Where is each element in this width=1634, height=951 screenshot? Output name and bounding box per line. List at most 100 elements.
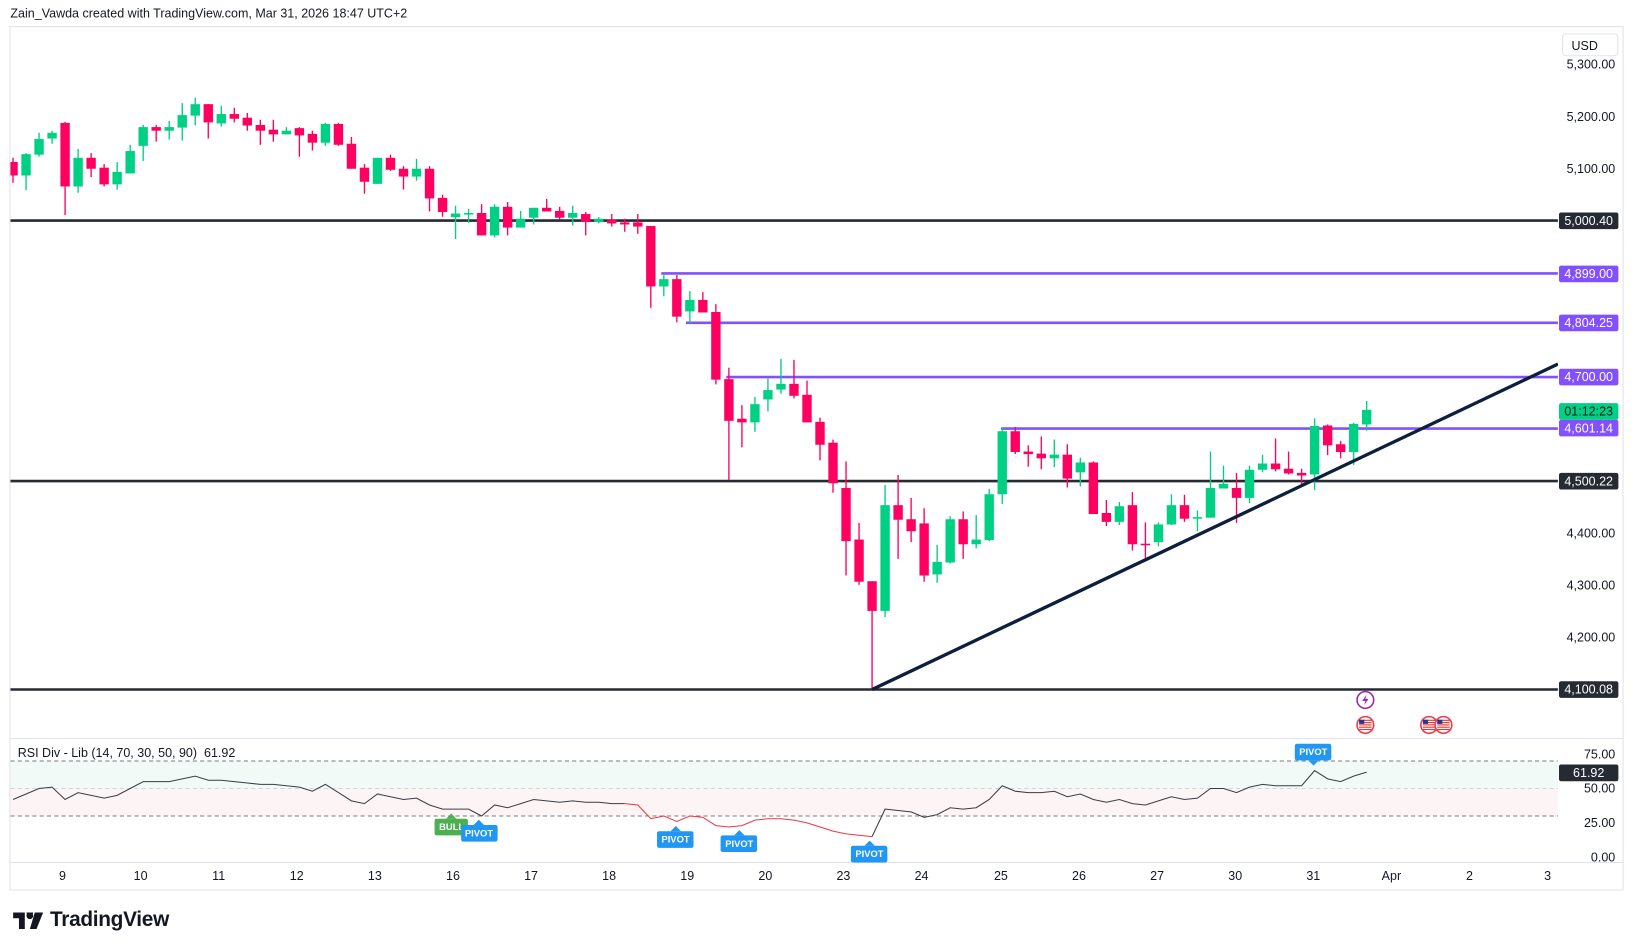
time-label: 30 <box>1228 868 1243 884</box>
us-flag-stripe <box>1437 719 1450 721</box>
candle <box>528 207 539 225</box>
candle <box>203 104 213 139</box>
rsi-legend[interactable]: RSI Div - Lib (14, 70, 30, 50, 90) 61.92 <box>18 746 236 761</box>
currency-button[interactable]: USD <box>1562 33 1619 57</box>
candle-body <box>789 383 799 396</box>
candle <box>398 166 409 190</box>
candle-body <box>1075 462 1086 473</box>
candle-body <box>1127 505 1138 545</box>
bar-countdown: 01:12:23 <box>1558 403 1619 420</box>
candle <box>476 204 487 236</box>
candle <box>1075 457 1086 487</box>
candle <box>320 122 331 146</box>
candle-body <box>880 505 890 611</box>
rsi-line <box>871 769 1367 837</box>
candle-body <box>763 390 773 400</box>
candle-body <box>268 129 279 135</box>
candle-body <box>1309 426 1320 475</box>
candle-body <box>502 206 513 228</box>
candle <box>1296 468 1307 485</box>
time-label: 27 <box>1150 868 1165 884</box>
candle <box>685 291 695 324</box>
candle <box>242 113 253 131</box>
candle <box>776 358 786 394</box>
time-label: 23 <box>836 868 851 884</box>
rsi-title: RSI Div - Lib (14, 70, 30, 50, 90) <box>17 745 198 761</box>
time-label: 26 <box>1072 868 1086 884</box>
time-label: 25 <box>993 868 1008 884</box>
candle-body <box>437 197 448 212</box>
us-flag-canton <box>1359 719 1365 724</box>
candle <box>86 153 96 178</box>
candle <box>1062 444 1072 488</box>
candle-body <box>424 168 435 199</box>
candle-body <box>685 299 695 312</box>
candle-body <box>646 226 656 287</box>
us-flag-stripe <box>1437 722 1450 724</box>
time-label: 13 <box>367 868 382 884</box>
us-flag-stripe <box>1437 728 1450 731</box>
candle <box>424 166 435 212</box>
candle-body <box>932 561 942 575</box>
candle <box>945 516 955 564</box>
candle <box>1348 422 1359 466</box>
time-label: 20 <box>758 868 773 884</box>
candle <box>125 144 135 174</box>
candle <box>1127 492 1138 551</box>
tradingview-logo-icon <box>13 911 44 929</box>
us-flag-stripe <box>1422 724 1436 726</box>
us-flag-canton <box>1422 719 1429 724</box>
tradingview-logo[interactable]: TradingView <box>13 908 169 932</box>
rsi-value: 61.92 <box>204 745 236 761</box>
candle-body <box>659 279 669 287</box>
candle-body <box>568 213 578 218</box>
candle-body <box>1153 524 1164 543</box>
candle-body <box>620 222 630 225</box>
candle <box>737 405 747 448</box>
pivot-tag: PIVOT <box>851 840 888 863</box>
candle-body <box>164 127 174 131</box>
price-tick: 5,300.00 <box>1566 57 1616 72</box>
time-label: 24 <box>914 868 929 884</box>
candle-body <box>672 279 682 317</box>
candle-body <box>1296 472 1307 476</box>
attribution-text: Zain_Vawda created with TradingView.com,… <box>10 6 408 21</box>
candle <box>281 127 292 135</box>
candle <box>1010 427 1020 455</box>
candle <box>581 211 591 236</box>
candle-body <box>359 167 370 182</box>
candle <box>971 515 981 549</box>
candle-body <box>1270 463 1281 470</box>
candle <box>164 120 174 140</box>
candle-body <box>515 218 526 228</box>
candle-body <box>10 161 18 176</box>
us-flag-stripe <box>1359 726 1372 728</box>
candle-body <box>463 213 474 215</box>
candle <box>750 396 760 432</box>
us-flag-stripe <box>1437 726 1450 728</box>
time-label: 17 <box>524 868 539 884</box>
candle-body <box>320 123 331 143</box>
candle <box>372 157 383 184</box>
candle-body <box>281 130 292 135</box>
candle-body <box>1088 462 1099 515</box>
candle <box>568 205 578 226</box>
candle <box>1140 522 1151 559</box>
candle <box>1244 465 1255 504</box>
candle <box>541 198 552 212</box>
candle-body <box>125 151 135 174</box>
candle-body <box>60 122 70 187</box>
candle-body <box>255 124 266 131</box>
candle <box>1101 499 1112 527</box>
time-label: 2 <box>1466 868 1473 884</box>
bullish-divergence-tag: BULL <box>434 813 469 836</box>
time-label: 16 <box>445 868 460 884</box>
candle <box>489 204 500 238</box>
candle-body <box>1244 469 1255 498</box>
candle <box>594 217 604 224</box>
candle-body <box>1140 543 1151 546</box>
level-price-label: 4,601.14 <box>1558 420 1619 437</box>
candle-body <box>86 157 96 169</box>
